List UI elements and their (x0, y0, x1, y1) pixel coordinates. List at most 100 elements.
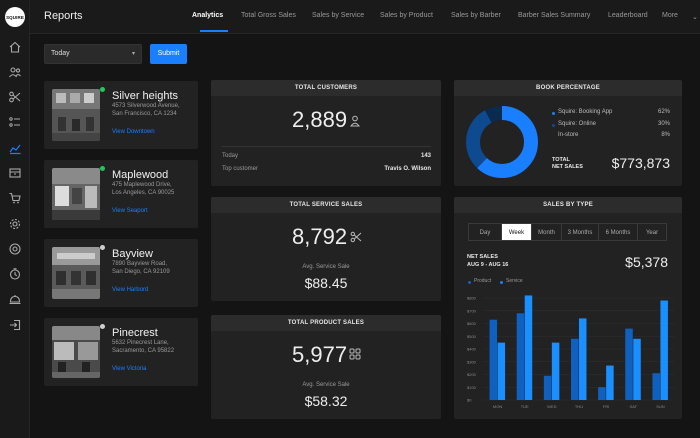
store-address-line-1: 7890 Bayview Road, (112, 261, 168, 267)
avg-sale-label: Avg. Service Sale (302, 264, 350, 270)
x-tick-label: THU (575, 404, 583, 409)
view-store-link[interactable]: View Seaport (112, 208, 148, 214)
clock-icon[interactable] (8, 267, 22, 281)
brand-logo[interactable]: SQUIRE (5, 7, 25, 27)
net-sales-label: NET SALES (467, 254, 498, 260)
legend-dot (500, 281, 503, 284)
tab-barber-sales-summary[interactable]: Barber Sales Summary (518, 12, 591, 19)
store-card-bayview[interactable]: Bayview 7890 Bayview Road, San Diego, CA… (44, 239, 198, 307)
bar-service-mon[interactable] (497, 342, 506, 400)
x-tick-label: SUN (656, 404, 665, 409)
service-bell-icon[interactable] (8, 292, 22, 306)
legend-dot (552, 112, 555, 115)
date-range-value: Today (51, 50, 70, 57)
status-indicator (100, 324, 105, 329)
scissors-icon[interactable] (8, 90, 22, 104)
legend-label: Product (474, 278, 492, 284)
store-address-line-1: 5632 Pinecrest Lane, (112, 340, 169, 346)
total-product-sales-value: 5,977 (292, 342, 348, 367)
store-address-line-2: San Diego, CA 92109 (112, 269, 170, 275)
logout-icon[interactable] (8, 318, 22, 332)
bar-service-tue[interactable] (524, 295, 533, 400)
store-address-line-2: Los Angeles, CA 90025 (112, 190, 175, 196)
store-name: Maplewood (112, 169, 169, 181)
y-tick-label: $200 (467, 372, 477, 377)
store-card-silver-heights[interactable]: Silver heights 4573 Silverwood Avenue, S… (44, 81, 198, 149)
analytics-icon[interactable] (8, 141, 22, 155)
cart-icon[interactable] (8, 191, 22, 205)
store-card-maplewood[interactable]: Maplewood 475 Maplewood Drive, Los Angel… (44, 160, 198, 228)
submit-button[interactable]: Submit (150, 44, 187, 64)
sales-by-type-card: SALES BY TYPE NET SALES AUG 9 - AUG 16 $… (454, 197, 682, 419)
store-card-pinecrest[interactable]: Pinecrest 5632 Pinecrest Lane, Sacrament… (44, 318, 198, 386)
support-icon[interactable] (8, 242, 22, 256)
list-icon[interactable] (8, 115, 22, 129)
y-tick-label: $0 (467, 398, 472, 403)
grid-icon (349, 347, 361, 360)
inventory-icon[interactable] (8, 166, 22, 180)
tab-sales-by-barber[interactable]: Sales by Barber (451, 12, 501, 19)
view-store-link[interactable]: View Downtown (112, 129, 155, 135)
donut-slice (466, 106, 538, 178)
date-range-select[interactable]: Today ▾ (44, 44, 142, 64)
bar-service-fri[interactable] (606, 365, 614, 400)
status-indicator (100, 87, 105, 92)
users-icon[interactable] (8, 65, 22, 79)
store-address-line-2: San Francisco, CA 1234 (112, 111, 177, 117)
top-bar: Reports (30, 0, 700, 34)
period-6-months[interactable]: 6 Months (598, 223, 638, 241)
bar-product-tue[interactable] (516, 313, 525, 400)
total-service-sales-card: TOTAL SERVICE SALES 8,792 Avg. Service S… (211, 197, 441, 301)
bar-product-mon[interactable] (489, 319, 498, 400)
y-tick-label: $800 (467, 296, 477, 301)
period-3-months[interactable]: 3 Months (561, 223, 599, 241)
home-icon[interactable] (8, 40, 22, 54)
active-tab-indicator (200, 30, 228, 32)
tab-sales-by-product[interactable]: Sales by Product (380, 12, 433, 19)
bar-service-thu[interactable] (579, 318, 587, 400)
tab-sales-by-service[interactable]: Sales by Service (312, 12, 365, 19)
slice-label: Squire: Booking App (558, 109, 613, 115)
tab-total-gross-sales[interactable]: Total Gross Sales (241, 12, 296, 19)
chevron-down-icon: ▾ (131, 51, 135, 57)
total-customers-card: TOTAL CUSTOMERS 2,889 Today 143 Top cust… (211, 80, 441, 186)
bar-service-wed[interactable] (551, 342, 560, 400)
tab-more[interactable]: More (662, 12, 678, 19)
legend-dot (552, 124, 555, 127)
x-tick-label: MON (493, 404, 502, 409)
scissors-icon (350, 230, 362, 243)
top-customer-value: Travis O. Wilson (384, 166, 431, 172)
y-tick-label: $600 (467, 321, 477, 326)
today-value: 143 (420, 153, 431, 159)
store-name: Pinecrest (112, 327, 158, 339)
bar-product-fri[interactable] (598, 387, 606, 400)
total-product-sales-card: TOTAL PRODUCT SALES 5,977 Avg. Service S… (211, 315, 441, 419)
bar-service-sun[interactable] (660, 300, 668, 400)
bar-product-sat[interactable] (625, 328, 633, 400)
divider (221, 146, 431, 147)
bar-product-wed[interactable] (543, 375, 552, 400)
total-label: TOTAL (552, 157, 570, 163)
tab-leaderboard[interactable]: Leaderboard (608, 12, 648, 19)
slice-label: In-store (558, 132, 579, 138)
bar-service-sat[interactable] (633, 338, 641, 400)
status-indicator (100, 166, 105, 171)
view-store-link[interactable]: View Victoria (112, 366, 147, 372)
period-day[interactable]: Day (468, 223, 502, 241)
y-tick-label: $500 (467, 334, 477, 339)
tab-analytics[interactable]: Analytics (192, 12, 224, 19)
page-title: Reports (44, 10, 83, 22)
period-week[interactable]: Week (501, 223, 532, 241)
legend-dot (468, 281, 471, 284)
period-year[interactable]: Year (637, 223, 667, 241)
bar-product-thu[interactable] (571, 338, 579, 400)
card-header: TOTAL CUSTOMERS (211, 80, 441, 96)
period-month[interactable]: Month (531, 223, 562, 241)
x-tick-label: FRI (603, 404, 609, 409)
sidebar: SQUIRE (0, 0, 30, 438)
chevron-down-icon[interactable]: ⌄ (692, 14, 698, 21)
bar-product-sun[interactable] (652, 373, 660, 400)
view-store-link[interactable]: View Harbord (112, 287, 149, 293)
settings-icon[interactable] (8, 217, 22, 231)
date-range-label: AUG 9 - AUG 16 (467, 262, 509, 268)
